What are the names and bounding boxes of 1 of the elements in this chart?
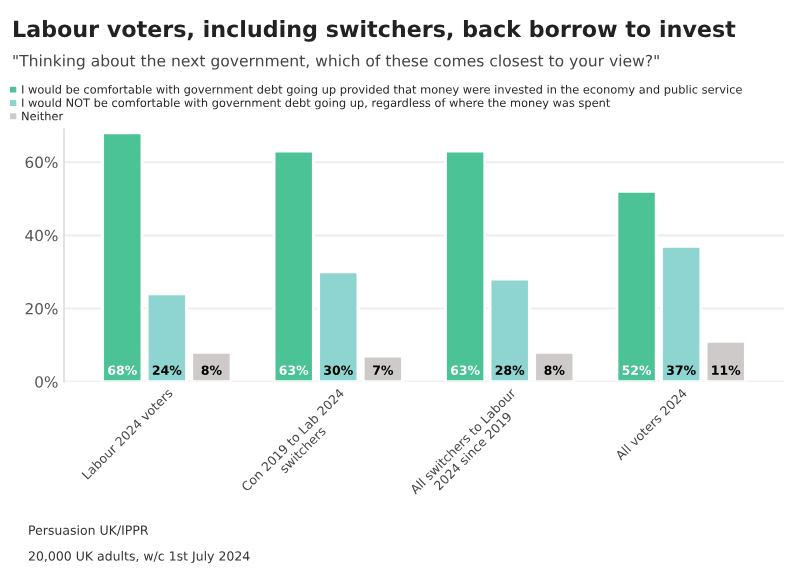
chart-title: Labour voters, including switchers, back borrow to invest	[14, 20, 736, 42]
